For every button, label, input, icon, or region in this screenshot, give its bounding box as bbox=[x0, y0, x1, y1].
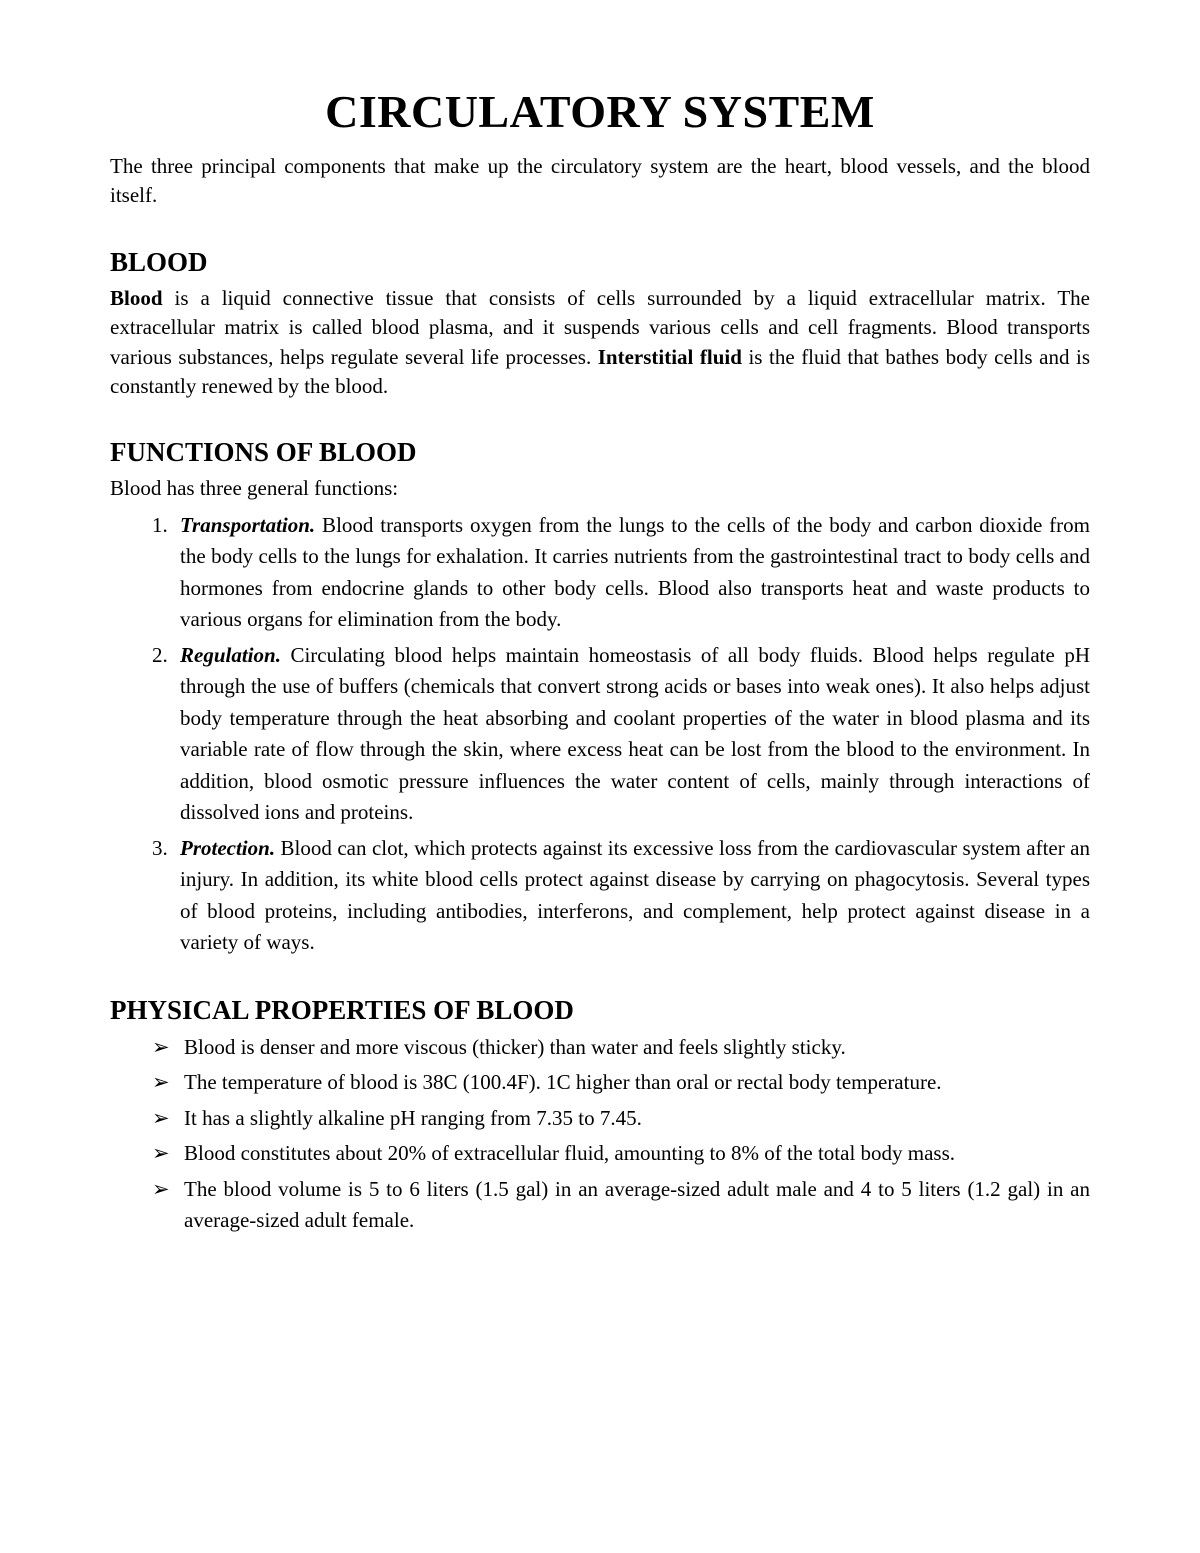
intro-paragraph: The three principal components that make… bbox=[110, 152, 1090, 211]
property-item-1: ➢ Blood is denser and more viscous (thic… bbox=[152, 1032, 1090, 1064]
section-heading-blood: BLOOD bbox=[110, 247, 1090, 278]
functions-list: 1. Transportation. Blood transports oxyg… bbox=[152, 510, 1090, 959]
property-text-5: The blood volume is 5 to 6 liters (1.5 g… bbox=[184, 1177, 1090, 1233]
property-item-5: ➢ The blood volume is 5 to 6 liters (1.5… bbox=[152, 1174, 1090, 1237]
arrow-icon: ➢ bbox=[152, 1067, 170, 1099]
property-text-4: Blood constitutes about 20% of extracell… bbox=[184, 1141, 955, 1165]
function-item-1: 1. Transportation. Blood transports oxyg… bbox=[152, 510, 1090, 636]
body-transportation: Blood transports oxygen from the lungs t… bbox=[180, 513, 1090, 632]
num-1: 1. bbox=[152, 510, 168, 542]
term-transportation: Transportation. bbox=[180, 513, 315, 537]
main-title: CIRCULATORY SYSTEM bbox=[110, 85, 1090, 138]
function-item-3: 3. Protection. Blood can clot, which pro… bbox=[152, 833, 1090, 959]
num-2: 2. bbox=[152, 640, 168, 672]
property-item-3: ➢ It has a slightly alkaline pH ranging … bbox=[152, 1103, 1090, 1135]
function-item-2: 2. Regulation. Circulating blood helps m… bbox=[152, 640, 1090, 829]
bold-interstitial: Interstitial fluid bbox=[598, 345, 742, 369]
bold-blood: Blood bbox=[110, 286, 163, 310]
body-protection: Blood can clot, which protects against i… bbox=[180, 836, 1090, 955]
functions-intro: Blood has three general functions: bbox=[110, 474, 1090, 503]
property-item-2: ➢ The temperature of blood is 38C (100.4… bbox=[152, 1067, 1090, 1099]
arrow-icon: ➢ bbox=[152, 1138, 170, 1170]
property-text-2: The temperature of blood is 38C (100.4F)… bbox=[184, 1070, 942, 1094]
num-3: 3. bbox=[152, 833, 168, 865]
term-protection: Protection. bbox=[180, 836, 275, 860]
section-heading-functions: FUNCTIONS OF BLOOD bbox=[110, 437, 1090, 468]
blood-description: Blood is a liquid connective tissue that… bbox=[110, 284, 1090, 402]
arrow-icon: ➢ bbox=[152, 1174, 170, 1206]
property-item-4: ➢ Blood constitutes about 20% of extrace… bbox=[152, 1138, 1090, 1170]
property-text-3: It has a slightly alkaline pH ranging fr… bbox=[184, 1106, 642, 1130]
section-heading-properties: PHYSICAL PROPERTIES OF BLOOD bbox=[110, 995, 1090, 1026]
arrow-icon: ➢ bbox=[152, 1032, 170, 1064]
body-regulation: Circulating blood helps maintain homeost… bbox=[180, 643, 1090, 825]
arrow-icon: ➢ bbox=[152, 1103, 170, 1135]
property-text-1: Blood is denser and more viscous (thicke… bbox=[184, 1035, 846, 1059]
term-regulation: Regulation. bbox=[180, 643, 281, 667]
properties-list: ➢ Blood is denser and more viscous (thic… bbox=[152, 1032, 1090, 1237]
